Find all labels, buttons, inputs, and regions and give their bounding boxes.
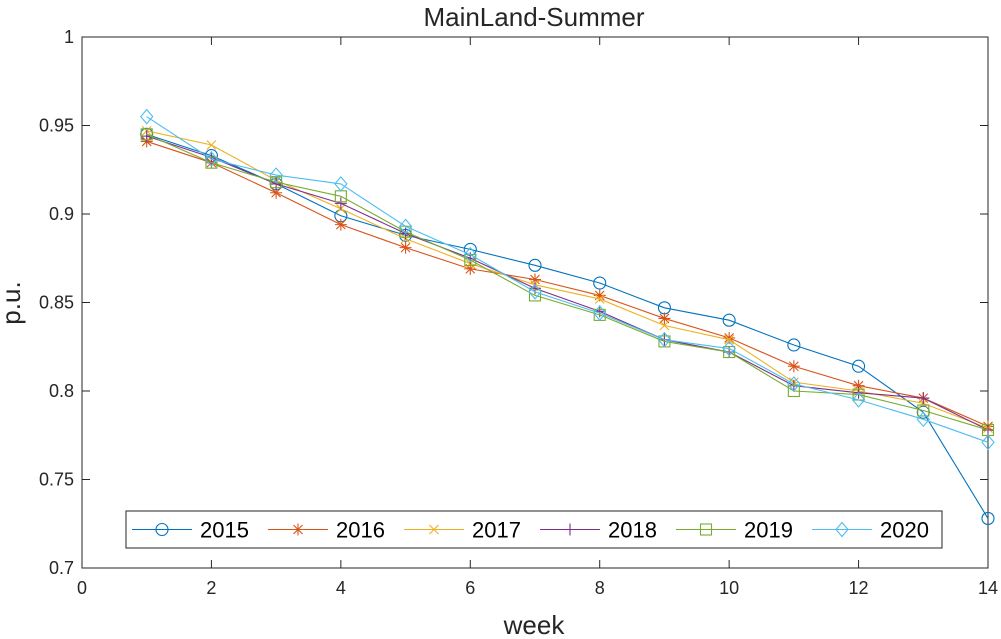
data-point-2015 [593, 276, 607, 290]
y-tick-label: 1 [64, 27, 74, 47]
data-point-2017 [659, 320, 670, 331]
x-tick-label: 4 [336, 578, 346, 598]
data-point-2015 [787, 338, 801, 352]
data-point-2018 [334, 197, 347, 210]
legend-label-2017: 2017 [472, 518, 521, 543]
data-point-2019 [205, 156, 218, 169]
data-point-2016 [529, 273, 541, 286]
series-line-2020 [146, 116, 989, 443]
data-point-2020 [916, 411, 931, 428]
data-point-2020 [851, 392, 866, 408]
legend-marker-2019 [699, 523, 713, 536]
data-point-2015 [528, 258, 542, 272]
data-point-2017 [206, 140, 217, 150]
legend-label-2016: 2016 [336, 518, 385, 543]
data-point-2020 [334, 176, 348, 192]
legend-label-2015: 2015 [200, 518, 249, 543]
data-point-2015 [722, 313, 736, 327]
x-tick-label: 10 [719, 578, 739, 598]
y-tick-label: 0.85 [39, 293, 74, 313]
x-tick-label: 6 [465, 578, 475, 598]
legend-box [125, 510, 943, 549]
x-tick-label: 12 [849, 578, 869, 598]
data-point-2016 [658, 312, 671, 325]
data-point-2019 [270, 176, 283, 189]
chart-title: MainLand-Summer [423, 2, 644, 32]
data-point-2017 [594, 294, 605, 304]
x-tick-label: 8 [595, 578, 605, 598]
y-tick-label: 0.7 [49, 558, 74, 578]
data-point-2019 [917, 404, 930, 417]
data-point-2015 [852, 359, 866, 373]
data-point-2019 [528, 289, 542, 302]
x-tick-label: 2 [206, 578, 216, 598]
data-point-2019 [140, 128, 153, 141]
legend-label-2019: 2019 [744, 518, 793, 543]
series-line-2019 [146, 133, 989, 431]
x-tick-label: 14 [978, 578, 998, 598]
axes-box [81, 36, 989, 569]
legend-marker-2018 [564, 523, 576, 536]
legend-marker-2020 [835, 521, 849, 538]
legend-marker-2016 [292, 523, 304, 536]
data-point-2020 [787, 376, 801, 392]
y-tick-label: 0.75 [39, 470, 74, 490]
data-point-2018 [917, 392, 930, 405]
data-point-2016 [593, 289, 606, 302]
data-point-2019 [787, 384, 800, 398]
data-point-2016 [787, 360, 800, 373]
series-2020 [139, 108, 995, 451]
series-line-2016 [146, 140, 989, 427]
legend-marker-2015 [155, 522, 169, 537]
data-point-2020 [528, 284, 542, 300]
x-axis-title: week [503, 610, 566, 639]
data-point-2016 [334, 218, 347, 231]
x-tick-label: 0 [77, 578, 87, 598]
data-point-2020 [657, 331, 672, 348]
data-point-2020 [722, 340, 736, 357]
series-line-2017 [146, 130, 989, 429]
data-point-2016 [464, 262, 477, 275]
data-point-2020 [592, 305, 607, 321]
legend-label-2018: 2018 [608, 518, 657, 543]
data-point-2016 [723, 331, 736, 344]
plot-area: 0 2 4 6 8 10 12 14 0.7 0.75 0.8 0.85 0.9 0.95 1 [39, 27, 998, 598]
data-point-2020 [398, 218, 413, 235]
y-tick-label: 0.9 [49, 204, 74, 224]
legend-marker-2017 [429, 524, 439, 535]
data-point-2016 [852, 379, 865, 392]
y-tick-label: 0.8 [49, 381, 74, 401]
data-point-2016 [270, 186, 283, 199]
data-point-2020 [204, 151, 219, 167]
data-point-2020 [139, 108, 154, 125]
data-point-2020 [269, 167, 283, 183]
data-point-2020 [463, 246, 478, 263]
y-axis-title: p.u. [0, 281, 26, 324]
series-2015 [140, 127, 995, 525]
legend-label-2020: 2020 [880, 518, 929, 543]
legend: 2015 2016 2017 2018 2019 2020 [125, 510, 943, 549]
y-tick-label: 0.95 [39, 116, 74, 136]
series-line-2015 [146, 133, 989, 519]
data-point-2015 [981, 511, 995, 525]
data-point-2017 [724, 334, 735, 345]
series-line-2018 [146, 135, 989, 431]
data-point-2020 [981, 434, 995, 451]
series-2019 [140, 128, 995, 436]
data-point-2016 [399, 241, 412, 254]
